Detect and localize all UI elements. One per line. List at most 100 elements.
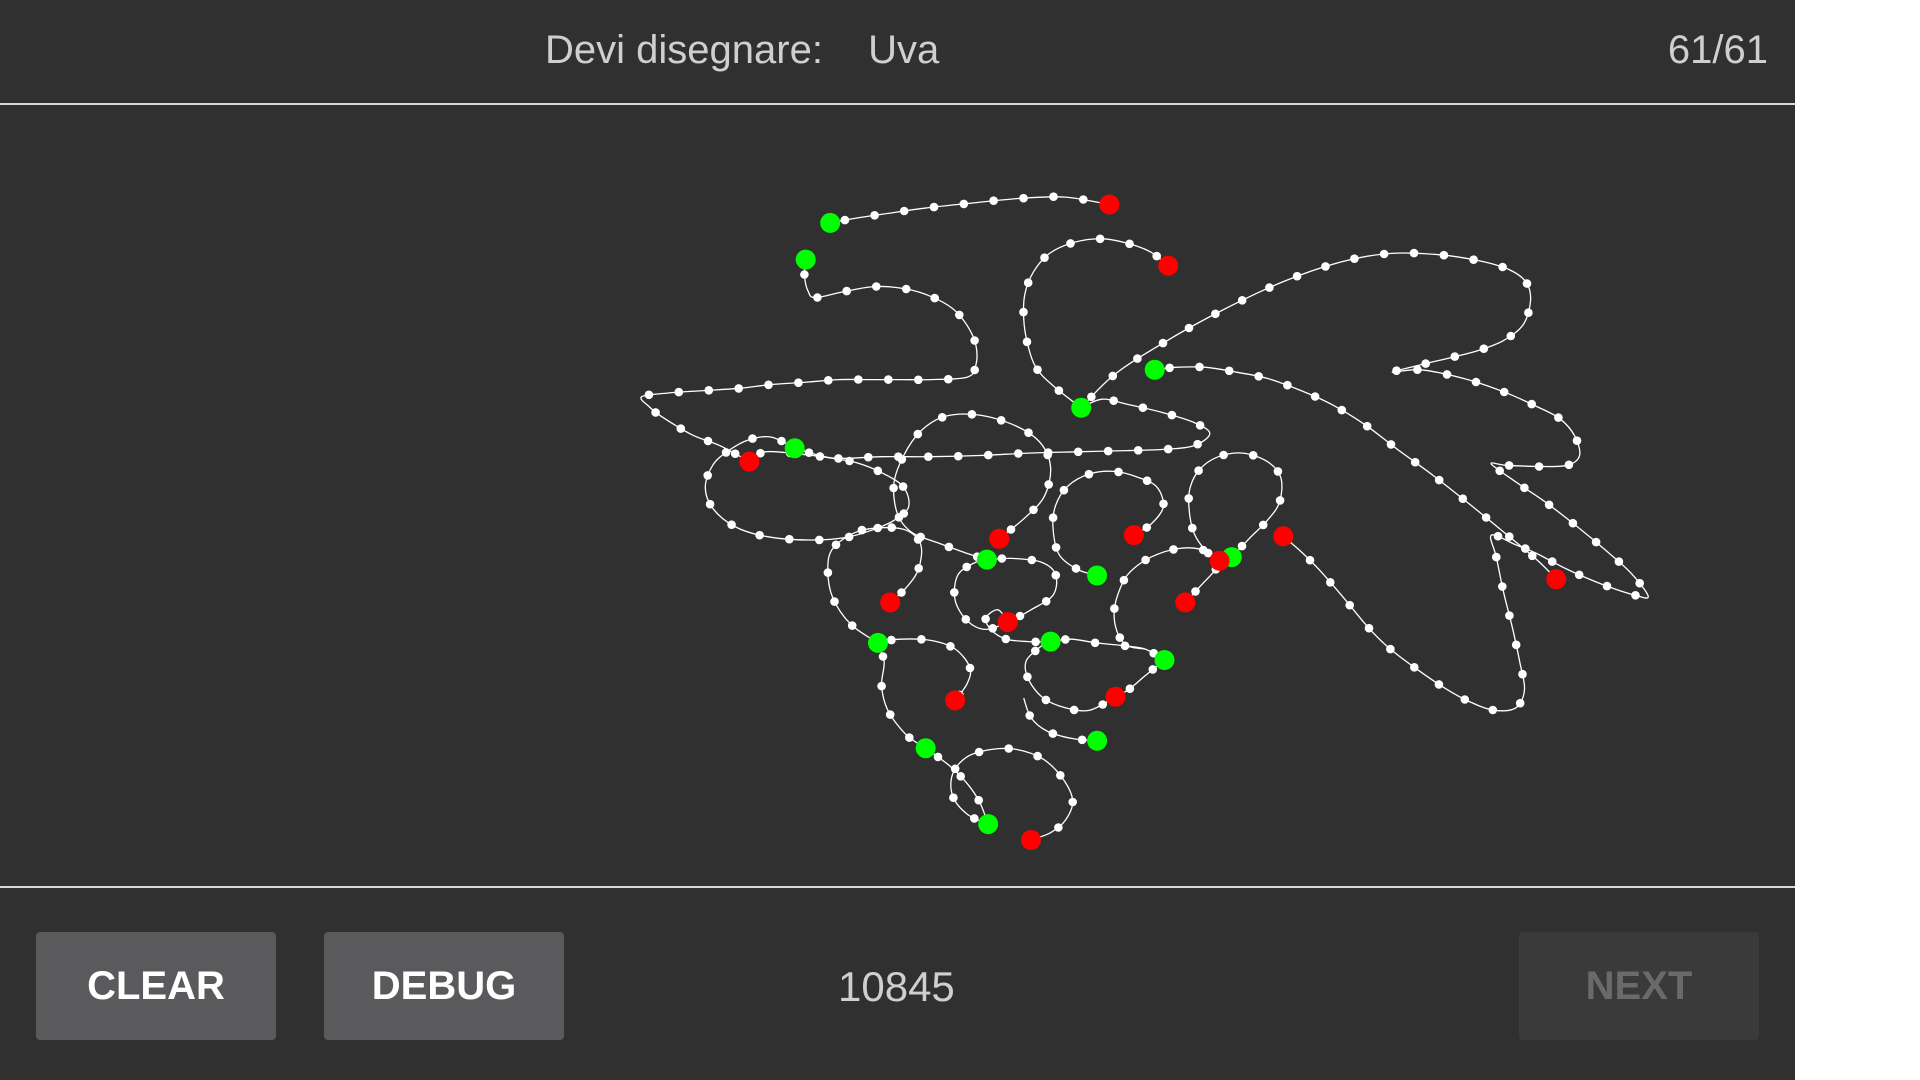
stroke-point (674, 387, 684, 397)
stroke-point (1158, 338, 1168, 348)
stroke-point (1195, 362, 1204, 372)
stroke-point (703, 471, 712, 480)
stroke-point (1410, 457, 1420, 467)
stroke-point (703, 436, 713, 446)
stroke-point (905, 733, 914, 742)
stroke-point (997, 554, 1007, 563)
stroke-point (1165, 363, 1174, 373)
stroke-point (974, 747, 984, 757)
stroke-point (1283, 380, 1292, 390)
drawing-prompt: Devi disegnare: Uva (545, 28, 939, 73)
debug-button[interactable]: DEBUG (324, 932, 564, 1040)
stroke-start-marker (795, 249, 816, 270)
stroke-point (981, 614, 990, 624)
stroke-end-marker (880, 592, 901, 613)
stroke-point (1506, 331, 1516, 341)
stroke-path (1080, 252, 1649, 712)
stroke-point (721, 448, 731, 457)
header-bar: Devi disegnare: Uva 61/61 (0, 0, 1795, 105)
stroke-point (676, 424, 686, 433)
stroke-point (1090, 638, 1100, 648)
stroke-point (1066, 239, 1075, 248)
footer-bar: CLEAR DEBUG 10845 NEXT (0, 886, 1795, 1080)
stroke-point (1049, 192, 1058, 201)
stroke-point (1024, 428, 1033, 438)
stroke-point (1048, 729, 1058, 738)
clear-button[interactable]: CLEAR (36, 932, 276, 1040)
stroke-point (1025, 711, 1034, 720)
stroke-point (1033, 751, 1042, 761)
stroke-point (1095, 234, 1105, 244)
stroke-start-marker (1071, 397, 1092, 418)
stroke-point (1410, 663, 1419, 672)
stroke-point (1169, 545, 1178, 554)
stroke-point (1087, 392, 1096, 402)
stroke-point (1326, 578, 1335, 587)
stroke-point (917, 635, 926, 644)
stroke-point (1098, 700, 1107, 709)
stroke-point (1574, 570, 1584, 580)
stroke-point (824, 376, 833, 385)
stroke-point (950, 588, 959, 597)
stroke-point (857, 525, 867, 535)
stroke-point (1073, 447, 1083, 457)
stroke-point (1471, 377, 1481, 387)
stroke-point (1109, 396, 1118, 406)
stroke-point (705, 499, 715, 509)
stroke-point (1133, 354, 1142, 363)
stroke-point (954, 451, 963, 461)
stroke-point (1079, 195, 1088, 204)
stroke-point (887, 635, 896, 645)
stroke-path (640, 259, 978, 463)
stroke-start-marker (976, 549, 997, 570)
stroke-point (1528, 551, 1537, 561)
stroke-point (1133, 446, 1143, 455)
points-layer (644, 192, 1644, 845)
stroke-endpoint-markers (739, 194, 1567, 850)
prompt-label: Devi disegnare: (545, 28, 823, 72)
stroke-point (1194, 466, 1203, 475)
stroke-point (1119, 575, 1129, 585)
stroke-point (1504, 461, 1514, 470)
stroke-point (996, 416, 1006, 425)
stroke-point (1409, 248, 1419, 258)
stroke-point (1273, 467, 1283, 476)
stroke-point (1043, 450, 1052, 460)
stroke-point (956, 772, 965, 781)
stroke-start-marker (978, 814, 999, 835)
stroke-point (823, 568, 833, 577)
next-button[interactable]: NEXT (1519, 932, 1759, 1040)
stroke-point (933, 752, 943, 762)
stroke-point (1103, 446, 1113, 456)
stroke-point (1498, 582, 1507, 591)
stroke-point (878, 652, 888, 661)
stroke-point (1068, 797, 1077, 807)
stroke-end-marker (1175, 592, 1196, 613)
stroke-point (1167, 410, 1177, 420)
stroke-point (913, 429, 923, 439)
stroke-end-marker (1099, 194, 1120, 215)
stroke-point (1031, 637, 1040, 647)
stroke-end-marker (739, 451, 760, 472)
stroke-path (1187, 452, 1283, 562)
stroke-path (876, 638, 972, 701)
stroke-point (1022, 337, 1032, 347)
drawing-canvas[interactable] (0, 107, 1795, 886)
stroke-point (899, 206, 909, 216)
stroke-point (864, 452, 873, 462)
stroke-point (1460, 695, 1470, 704)
stroke-point (1120, 641, 1130, 651)
stroke-point (804, 448, 814, 458)
stroke-point (1544, 500, 1554, 510)
stroke-point (1442, 370, 1452, 379)
stroke-point (1071, 564, 1081, 573)
stroke-end-marker (989, 528, 1010, 549)
stroke-point (1515, 698, 1525, 708)
stroke-point (1631, 591, 1640, 600)
stroke-point (1350, 254, 1359, 263)
stroke-point (1439, 250, 1449, 260)
stroke-point (1069, 705, 1079, 715)
stroke-point (1492, 552, 1501, 562)
stroke-path (830, 196, 1110, 224)
stroke-point (1421, 359, 1430, 368)
